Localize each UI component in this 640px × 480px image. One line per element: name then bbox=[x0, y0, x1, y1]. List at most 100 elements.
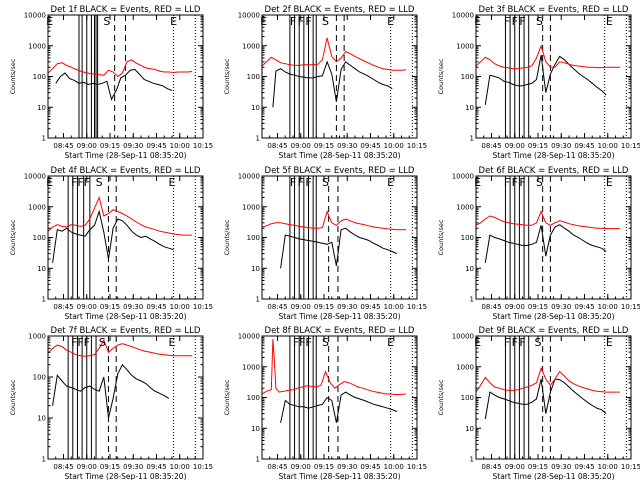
panel-title: Det 6f BLACK = Events, RED = LLD bbox=[479, 166, 629, 176]
x-tick-label: 09:15 bbox=[100, 142, 120, 150]
flag-letter: F bbox=[504, 15, 510, 28]
series-line-lld bbox=[47, 59, 193, 78]
y-tick-label: 10 bbox=[251, 265, 260, 273]
y-tick-label: 1000 bbox=[456, 363, 474, 371]
y-tick-label: 10 bbox=[465, 104, 474, 112]
y-tick-label: 10 bbox=[465, 425, 474, 433]
series-line-lld bbox=[475, 210, 621, 230]
y-tick-label: 10000 bbox=[24, 173, 46, 181]
flag-letter: F bbox=[71, 176, 77, 189]
y-tick-label: 10000 bbox=[238, 173, 260, 181]
panel-det-2: 08:45 09:00 09:15 09:30 09:45 10:00 10:15 1 10 10… bbox=[223, 5, 427, 160]
y-axis-label: Counts/sec bbox=[437, 379, 445, 415]
y-tick-label: 10000 bbox=[452, 173, 474, 181]
x-tick-label: 10:00 bbox=[170, 463, 190, 471]
x-tick-label: 09:45 bbox=[146, 303, 166, 311]
x-tick-label: 08:45 bbox=[481, 303, 501, 311]
series-line-events bbox=[484, 224, 607, 263]
y-tick-label: 1000 bbox=[28, 42, 46, 50]
series-line-events bbox=[55, 68, 173, 101]
x-tick-label: 08:45 bbox=[53, 142, 73, 150]
x-tick-label: 08:45 bbox=[267, 303, 287, 311]
x-tick-label: 10:15 bbox=[621, 142, 640, 150]
x-tick-label: 09:30 bbox=[551, 142, 571, 150]
y-axis-label: Counts/sec bbox=[9, 219, 17, 255]
flag-letter: F bbox=[504, 336, 510, 349]
series-line-lld bbox=[261, 338, 407, 395]
y-tick-label: 10 bbox=[37, 265, 46, 273]
flag-letter: E bbox=[606, 176, 613, 189]
x-tick-label: 10:15 bbox=[621, 303, 640, 311]
y-tick-label: 1 bbox=[256, 296, 260, 304]
y-tick-label: 10 bbox=[465, 265, 474, 273]
flag-letter: E bbox=[474, 336, 481, 349]
y-tick-label: 100 bbox=[33, 73, 46, 81]
flag-letter: S bbox=[322, 15, 329, 28]
x-axis-label: Start Time (28-Sep-11 08:35:20) bbox=[65, 472, 187, 480]
y-tick-label: 100 bbox=[33, 234, 46, 242]
x-tick-label: 08:45 bbox=[481, 463, 501, 471]
x-tick-label: 10:00 bbox=[384, 303, 404, 311]
flag-letter: F bbox=[512, 15, 518, 28]
series-line-lld bbox=[475, 44, 621, 70]
flag-letter: F bbox=[77, 336, 83, 349]
y-tick-label: 1000 bbox=[242, 42, 260, 50]
y-tick-label: 1000 bbox=[242, 203, 260, 211]
flag-letter: E bbox=[387, 15, 394, 28]
series-line-lld bbox=[261, 37, 407, 71]
x-axis-label: Start Time (28-Sep-11 08:35:20) bbox=[493, 151, 615, 160]
y-axis-label: Counts/sec bbox=[437, 219, 445, 255]
y-axis-label: Counts/sec bbox=[223, 219, 231, 255]
y-tick-label: 100 bbox=[461, 394, 474, 402]
flag-letter: F bbox=[519, 336, 525, 349]
x-tick-label: 09:45 bbox=[574, 142, 594, 150]
y-tick-label: 100 bbox=[247, 73, 260, 81]
x-tick-label: 10:00 bbox=[598, 142, 618, 150]
y-tick-label: 10000 bbox=[452, 12, 474, 20]
y-tick-label: 1000 bbox=[456, 203, 474, 211]
flag-letter: S bbox=[535, 336, 542, 349]
x-tick-label: 09:00 bbox=[77, 303, 97, 311]
x-tick-label: 09:00 bbox=[77, 142, 97, 150]
panel-title: Det 7f BLACK = Events, RED = LLD bbox=[51, 326, 201, 336]
x-axis-label: Start Time (28-Sep-11 08:35:20) bbox=[279, 312, 401, 321]
y-tick-label: 1000 bbox=[242, 363, 260, 371]
y-tick-label: 100 bbox=[461, 234, 474, 242]
flag-letter: F bbox=[77, 176, 83, 189]
x-tick-label: 10:15 bbox=[407, 142, 427, 150]
x-tick-label: 09:30 bbox=[337, 142, 357, 150]
x-tick-label: 09:15 bbox=[100, 463, 120, 471]
x-tick-label: 09:15 bbox=[528, 303, 548, 311]
x-tick-label: 08:45 bbox=[267, 142, 287, 150]
y-tick-label: 10000 bbox=[238, 12, 260, 20]
y-tick-label: 1 bbox=[256, 456, 260, 464]
x-tick-label: 09:45 bbox=[360, 303, 380, 311]
x-axis-label: Start Time (28-Sep-11 08:35:20) bbox=[493, 312, 615, 321]
x-tick-label: 09:00 bbox=[291, 142, 311, 150]
flag-letter: S bbox=[322, 336, 329, 349]
x-tick-label: 09:45 bbox=[360, 463, 380, 471]
x-tick-label: 09:15 bbox=[528, 142, 548, 150]
flag-letter: F bbox=[504, 176, 510, 189]
flag-letter: E bbox=[387, 336, 394, 349]
x-tick-label: 09:00 bbox=[77, 463, 97, 471]
flag-letter: F bbox=[71, 336, 77, 349]
x-axis-label: Start Time (28-Sep-11 08:35:20) bbox=[493, 472, 615, 480]
x-tick-label: 09:30 bbox=[551, 303, 571, 311]
flag-letter: F bbox=[305, 176, 311, 189]
flag-letter: E bbox=[170, 15, 177, 28]
panel-det-1: 08:45 09:00 09:15 09:30 09:45 10:00 10:15 1 10 10… bbox=[9, 5, 213, 160]
x-tick-label: 09:15 bbox=[314, 142, 334, 150]
flag-letter: F bbox=[290, 15, 296, 28]
flag-letter: F bbox=[305, 336, 311, 349]
y-tick-label: 1 bbox=[42, 296, 46, 304]
x-tick-label: 10:15 bbox=[407, 303, 427, 311]
series-line-lld bbox=[47, 195, 193, 236]
panel-det-9: 08:45 09:00 09:15 09:30 09:45 10:00 10:15 1 10 10… bbox=[437, 326, 640, 480]
flag-letter: F bbox=[299, 336, 305, 349]
flag-letter: F bbox=[519, 15, 525, 28]
x-tick-label: 10:15 bbox=[193, 303, 213, 311]
flag-letter: F bbox=[290, 176, 296, 189]
flag-letter: E bbox=[46, 15, 53, 28]
panel-title: Det 8f BLACK = Events, RED = LLD bbox=[265, 326, 415, 336]
